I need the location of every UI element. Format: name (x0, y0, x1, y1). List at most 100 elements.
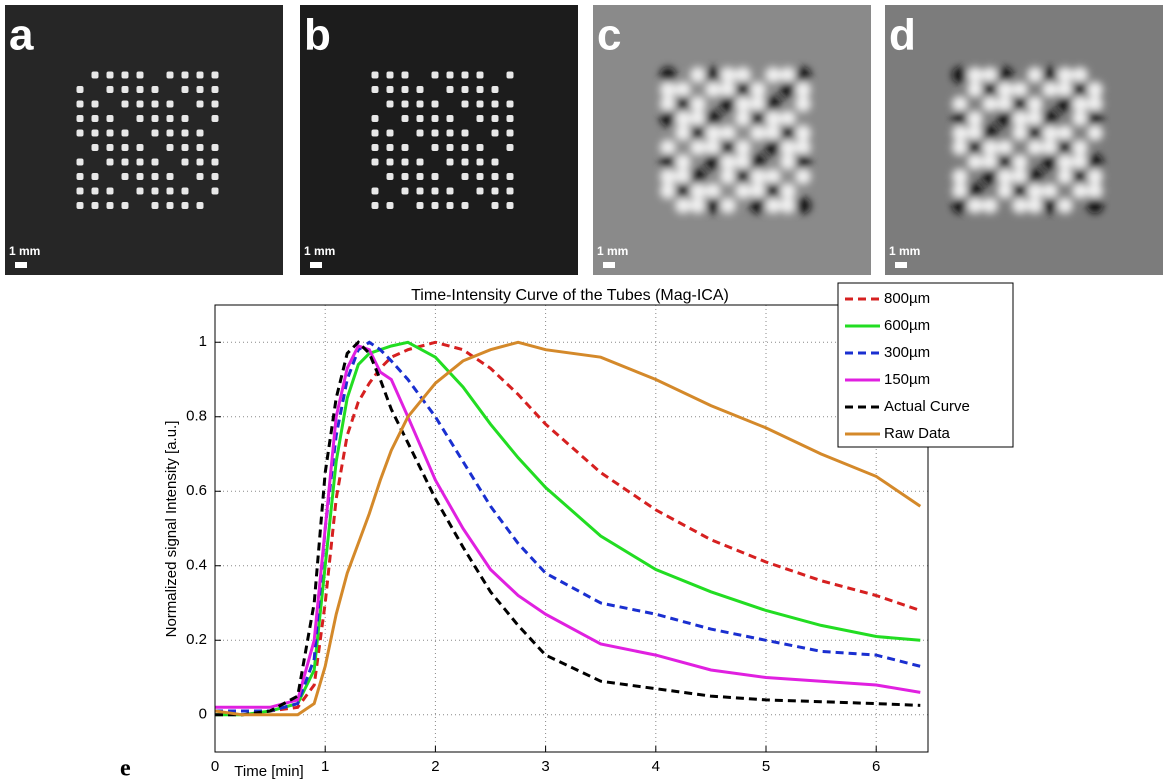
blob (795, 125, 811, 141)
blob (1012, 110, 1028, 127)
x-tick-label: 2 (431, 758, 439, 775)
dot (416, 100, 424, 108)
dot (181, 144, 189, 151)
dot (181, 115, 189, 122)
blob (720, 197, 736, 214)
dot (491, 86, 499, 93)
x-tick-label: 5 (762, 758, 770, 775)
scale-bar (895, 262, 907, 268)
y-tick-label: 1 (199, 333, 207, 350)
chart-title: Time-Intensity Curve of the Tubes (Mag-I… (411, 287, 729, 304)
blob (750, 154, 766, 170)
blob (750, 197, 766, 214)
dot (151, 202, 159, 209)
blob (1042, 197, 1058, 214)
scale-bar (310, 262, 322, 268)
blob (690, 168, 706, 185)
dot (181, 71, 189, 79)
x-axis-label: Time [min] (234, 763, 303, 780)
blob (750, 110, 766, 127)
legend: 800µm 600µm 300µm 150µm Actual Curve Raw Data (837, 282, 1014, 448)
blob (1087, 197, 1103, 214)
blob (1057, 168, 1073, 185)
blob (1027, 125, 1043, 141)
dot (506, 129, 514, 137)
blob (1042, 139, 1058, 156)
dot (476, 144, 484, 151)
blob (660, 139, 676, 156)
dot (506, 115, 514, 122)
dot (371, 129, 379, 137)
dot (196, 144, 204, 151)
dot (166, 71, 174, 79)
blob (660, 81, 676, 98)
dot (196, 173, 204, 180)
blob (997, 81, 1013, 98)
image-content (76, 71, 219, 209)
dot (91, 71, 99, 79)
blob (675, 197, 691, 214)
x-tick-label: 6 (872, 758, 880, 775)
panel-label: a (9, 11, 34, 60)
blob (967, 67, 983, 83)
blob (795, 81, 811, 98)
dot (476, 100, 484, 108)
blob (705, 67, 721, 83)
blob (780, 154, 796, 170)
blob (795, 168, 811, 185)
blob (720, 81, 736, 98)
dot (431, 144, 439, 151)
scale-label: 1 mm (889, 244, 920, 258)
dot (401, 71, 409, 79)
dot (401, 173, 409, 180)
legend-label: Actual Curve (884, 398, 970, 415)
dot (76, 86, 84, 93)
dot (91, 100, 99, 108)
blob (660, 183, 676, 199)
legend-label: 300µm (884, 344, 930, 361)
dot (211, 187, 219, 195)
blob (1087, 110, 1103, 127)
x-tick-label: 0 (211, 758, 219, 775)
dot (491, 187, 499, 195)
dot (461, 71, 469, 79)
blob (1057, 81, 1073, 98)
blob (765, 139, 781, 156)
y-tick-label: 0 (199, 706, 207, 723)
dot (431, 129, 439, 137)
dot (461, 144, 469, 151)
x-tick-label: 1 (321, 758, 329, 775)
dot (151, 129, 159, 137)
dot (371, 202, 379, 209)
blob (952, 110, 968, 127)
scale-label: 1 mm (597, 244, 628, 258)
dot (506, 71, 514, 79)
dot (136, 100, 144, 108)
blob (997, 183, 1013, 199)
data-line (215, 340, 921, 717)
blob (765, 183, 781, 199)
blob (795, 139, 811, 156)
blob (735, 110, 751, 127)
blob (780, 81, 796, 98)
panel-label: b (304, 11, 331, 60)
blob (967, 125, 983, 141)
dot (431, 202, 439, 209)
dot (196, 202, 204, 209)
blob (1027, 139, 1043, 156)
blob (967, 183, 983, 199)
dot (476, 158, 484, 166)
dot (76, 187, 84, 195)
dot (461, 158, 469, 166)
dot (151, 158, 159, 166)
blob (660, 168, 676, 185)
image-background (5, 5, 283, 275)
blob (1057, 197, 1073, 214)
dot (491, 173, 499, 180)
blob (675, 96, 691, 112)
dot (371, 71, 379, 79)
blob (1057, 154, 1073, 170)
blob (1072, 154, 1088, 170)
blob (780, 67, 796, 83)
blob (1057, 125, 1073, 141)
